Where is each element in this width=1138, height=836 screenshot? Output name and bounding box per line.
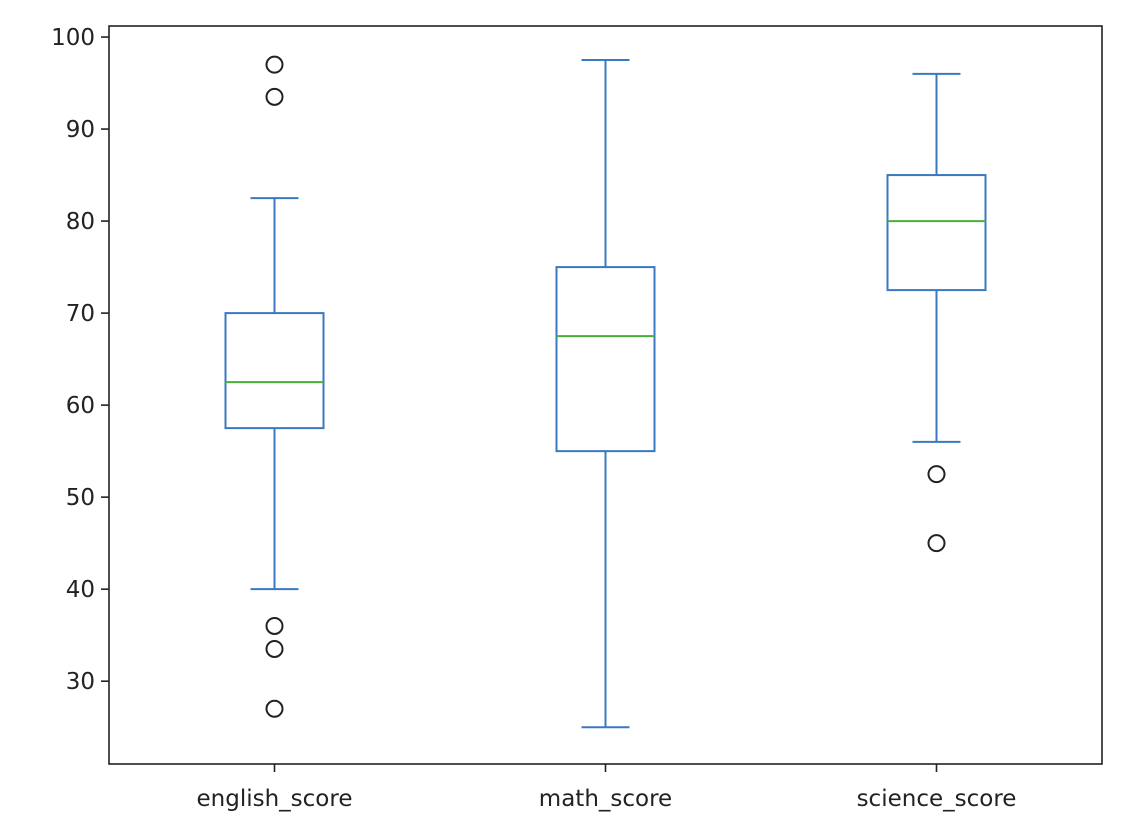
y-tick-label: 60: [66, 393, 95, 419]
y-tick-label: 30: [66, 669, 95, 695]
outlier-point: [265, 55, 284, 74]
outlier-point: [927, 534, 946, 553]
box-math-score: [555, 59, 656, 729]
x-axis: english_score math_score science_score: [197, 764, 1017, 812]
x-tick-label: science_score: [857, 786, 1017, 812]
outlier-point: [927, 465, 946, 484]
box-iqr: [555, 266, 656, 453]
box-iqr: [886, 174, 987, 292]
y-tick-label: 70: [66, 301, 95, 327]
x-tick-label: english_score: [197, 786, 353, 812]
y-tick-label: 100: [51, 25, 95, 51]
y-tick-label: 90: [66, 117, 95, 143]
y-axis: 30 40 50 60 70 80 90 100: [51, 25, 109, 695]
box-english-score: [224, 55, 325, 718]
outlier-point: [265, 639, 284, 658]
outlier-point: [265, 699, 284, 718]
outlier-point: [265, 616, 284, 635]
y-tick-label: 40: [66, 577, 95, 603]
box-iqr: [224, 312, 325, 430]
y-tick-label: 80: [66, 209, 95, 235]
box-science-score: [886, 72, 987, 553]
y-tick-label: 50: [66, 485, 95, 511]
x-tick-label: math_score: [539, 786, 672, 812]
plot-area: [224, 55, 987, 729]
outlier-point: [265, 87, 284, 106]
axes-frame: [108, 25, 1103, 765]
